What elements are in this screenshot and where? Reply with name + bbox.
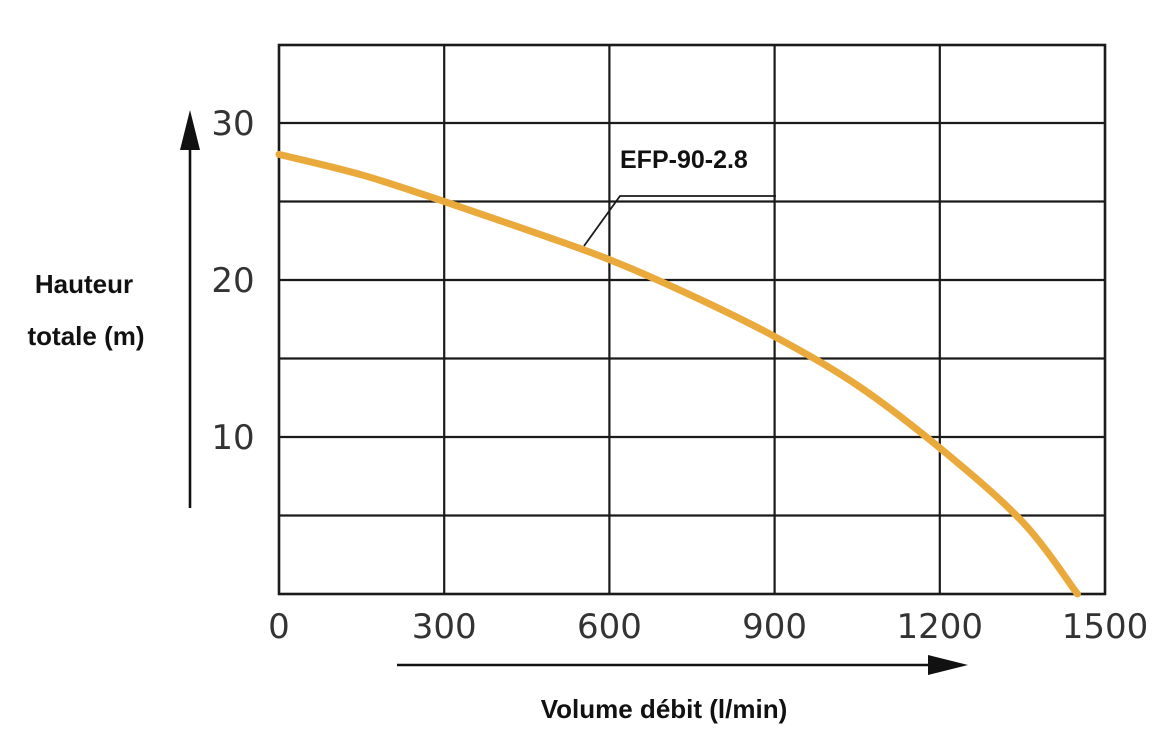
- annotation-layer: EFP-90-2.8: [583, 146, 776, 247]
- grid: [277, 43, 1107, 596]
- y-axis-title-line-2: totale (m): [28, 321, 145, 351]
- x-tick-label-300: 300: [412, 607, 477, 647]
- y-tick-label-20: 20: [211, 261, 254, 301]
- x-tick-label-600: 600: [577, 607, 642, 647]
- y-axis-title-line-1: Hauteur: [35, 269, 133, 299]
- tick-labels: 0 300 600 900 1200 1500 10 20 30: [211, 104, 1148, 647]
- plot-frame: [277, 43, 1107, 596]
- y-tick-label-30: 30: [211, 104, 254, 144]
- y-axis-arrow-head: [180, 110, 200, 150]
- curve-layer: [275, 150, 1081, 598]
- x-tick-label-900: 900: [742, 607, 807, 647]
- x-axis-arrow-head: [928, 655, 968, 675]
- series-line-efp-90-2-8: [275, 150, 1081, 598]
- series-label-efp-90-2-8: EFP-90-2.8: [620, 146, 748, 174]
- x-tick-label-1200: 1200: [897, 607, 984, 647]
- x-tick-label-0: 0: [268, 607, 290, 647]
- x-tick-label-1500: 1500: [1062, 607, 1149, 647]
- series-label-leader-line: [583, 195, 776, 247]
- x-axis-title: Volume débit (l/min): [541, 694, 788, 724]
- y-tick-label-10: 10: [211, 418, 254, 458]
